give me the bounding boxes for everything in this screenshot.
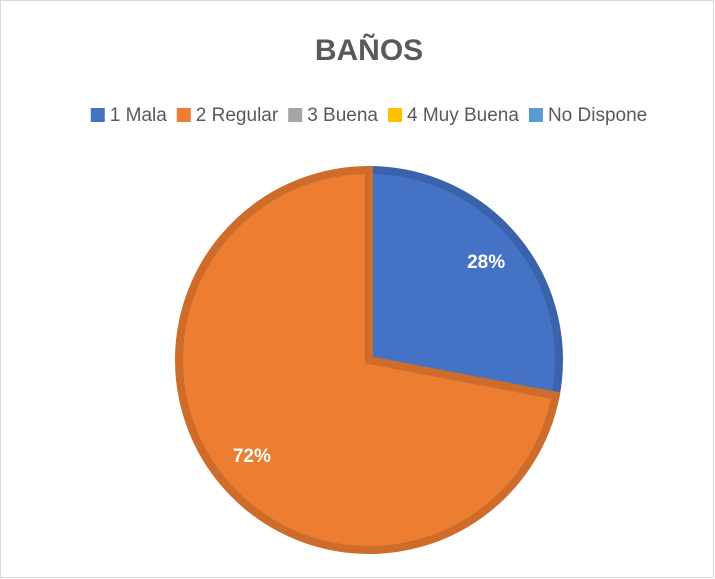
legend-swatch	[90, 108, 105, 122]
legend-label: 3 Buena	[307, 105, 378, 126]
legend-swatch	[176, 108, 191, 122]
pie-slice	[175, 165, 561, 554]
legend-label: 4 Muy Buena	[407, 105, 519, 126]
legend: 1 Mala 2 Regular 3 Buena 4 Muy Buena No Disp…	[90, 105, 647, 126]
legend-swatch	[387, 108, 402, 122]
pie-slice	[365, 165, 563, 401]
legend-label: 2 Regular	[196, 105, 279, 126]
data-label: 72%	[233, 446, 271, 467]
chart-title: BAÑOS	[315, 33, 423, 67]
legend-label: 1 Mala	[110, 105, 167, 126]
legend-swatch	[528, 108, 543, 122]
data-label: 28%	[467, 252, 505, 273]
legend-swatch	[288, 108, 303, 122]
legend-label: No Dispone	[548, 105, 647, 126]
